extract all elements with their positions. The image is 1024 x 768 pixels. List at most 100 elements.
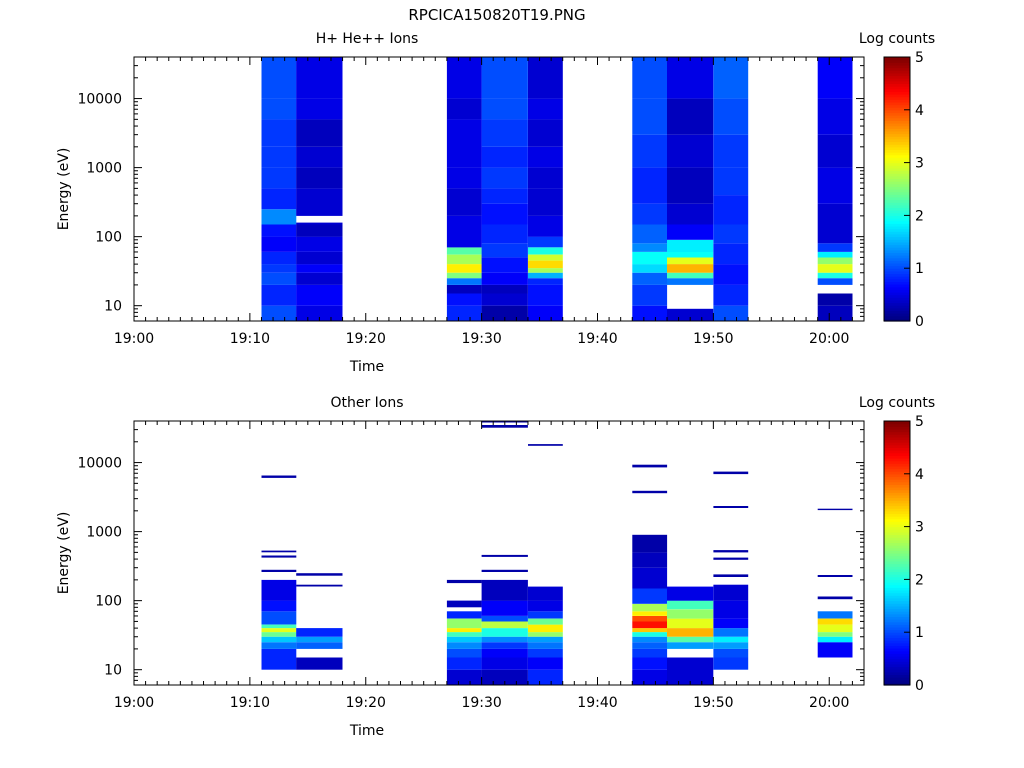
heatmap-cell xyxy=(817,98,853,135)
heatmap-cell xyxy=(446,278,482,285)
colorbar-step xyxy=(884,671,910,676)
heatmap-cell xyxy=(261,272,297,285)
heatmap-cell xyxy=(446,272,482,279)
colorbar-step xyxy=(884,299,910,304)
colorbar-step xyxy=(884,608,910,612)
colorbar-tick-label: 5 xyxy=(915,414,924,430)
colorbar-step xyxy=(884,518,910,522)
y-tick-label: 10000 xyxy=(77,456,122,472)
x-tick-label: 19:00 xyxy=(114,695,154,711)
colorbar-step xyxy=(884,204,910,209)
heatmap-cell xyxy=(667,203,714,225)
heatmap-cell xyxy=(481,98,528,120)
heatmap-cell xyxy=(632,464,668,468)
heatmap-cell xyxy=(528,600,563,612)
colorbar-step xyxy=(884,91,910,95)
heatmap-cell xyxy=(667,134,714,168)
colorbar-step xyxy=(884,658,910,662)
heatmap-cell xyxy=(261,550,297,553)
heatmap-cell xyxy=(446,247,482,255)
colorbar-step xyxy=(884,144,910,148)
colorbar-step xyxy=(884,481,910,485)
heatmap-cell xyxy=(261,648,297,670)
colorbar-step xyxy=(884,191,910,195)
heatmap-cell xyxy=(296,264,343,273)
colorbar-step xyxy=(884,640,910,644)
colorbar-step xyxy=(884,196,910,201)
heatmap-cell xyxy=(528,642,563,649)
colorbar-step xyxy=(884,428,910,433)
colorbar-step xyxy=(884,523,910,528)
heatmap-cell xyxy=(632,224,668,244)
colorbar-step xyxy=(884,571,910,575)
heatmap-cell xyxy=(446,119,482,168)
colorbar-step xyxy=(884,457,910,462)
colorbar-step xyxy=(884,637,910,641)
colorbar-tick-label: 2 xyxy=(915,572,924,588)
heatmap-cell xyxy=(713,584,749,601)
colorbar-step xyxy=(884,521,910,525)
colorbar: 0 1 2 3 4 5 Log counts xyxy=(859,31,935,330)
colorbar-step xyxy=(884,199,910,203)
colorbar-frame xyxy=(883,420,911,686)
heatmap-cell xyxy=(667,618,714,629)
heatmap-cell xyxy=(632,632,668,637)
y-axis-label: Energy (eV) xyxy=(56,148,72,231)
colorbar-step xyxy=(884,178,910,182)
colorbar-step xyxy=(884,249,910,253)
colorbar-step xyxy=(884,313,910,317)
colorbar-step xyxy=(884,80,910,84)
colorbar-step xyxy=(884,262,910,267)
heatmap-cell xyxy=(817,252,853,258)
heatmap-cell xyxy=(817,575,853,577)
colorbar-step xyxy=(884,170,910,174)
colorbar-step xyxy=(884,645,910,649)
heatmap-cell xyxy=(261,224,297,237)
colorbar-step xyxy=(884,653,910,657)
heatmap-cell xyxy=(632,628,668,633)
colorbar-step xyxy=(884,526,910,530)
heatmap-cell xyxy=(261,188,297,210)
colorbar-step xyxy=(884,550,910,554)
colorbar-step xyxy=(884,494,910,499)
heatmap-cell xyxy=(667,600,714,610)
heatmap-cell xyxy=(713,636,749,643)
colorbar-step xyxy=(884,450,910,454)
heatmap-cell xyxy=(481,569,528,572)
colorbar-step xyxy=(884,75,910,79)
x-tick-label: 19:20 xyxy=(346,331,386,347)
colorbar-step xyxy=(884,479,910,483)
heatmap-cell xyxy=(528,260,563,269)
colorbar-step xyxy=(884,539,910,544)
colorbar-step xyxy=(884,318,910,322)
heatmap-cell xyxy=(296,222,343,225)
heatmap-cell xyxy=(713,243,749,265)
colorbar-step xyxy=(884,574,910,578)
colorbar-step xyxy=(884,642,910,646)
heatmap-cell xyxy=(817,305,853,321)
colorbar-step xyxy=(884,257,910,261)
colorbar-step xyxy=(884,64,910,69)
heatmap-cell xyxy=(528,57,563,99)
heatmap-cell xyxy=(296,584,343,587)
heatmap-cell xyxy=(817,642,853,658)
heatmap-cell xyxy=(667,642,714,649)
colorbar-step xyxy=(884,624,910,628)
chart-panel-other-ions: 19:00 19:10 19:20 19:30 19:40 19:50 20:0010100… xyxy=(56,395,935,739)
heatmap-cell xyxy=(632,243,668,252)
heatmap-cell xyxy=(632,252,668,265)
heatmap-cell xyxy=(261,305,297,321)
heatmap-cell xyxy=(713,167,749,196)
colorbar-step xyxy=(884,502,910,507)
colorbar-step xyxy=(884,88,910,92)
heatmap-cell xyxy=(713,506,749,508)
heatmap-cell xyxy=(296,573,343,576)
x-axis-label: Time xyxy=(349,359,384,375)
heatmap-cell xyxy=(261,57,297,99)
x-tick-label: 19:10 xyxy=(230,695,270,711)
colorbar-step xyxy=(884,109,910,114)
colorbar-step xyxy=(884,294,910,298)
colorbar-tick-label: 1 xyxy=(915,625,924,641)
heatmap-cell xyxy=(713,224,749,244)
colorbar-step xyxy=(884,252,910,256)
